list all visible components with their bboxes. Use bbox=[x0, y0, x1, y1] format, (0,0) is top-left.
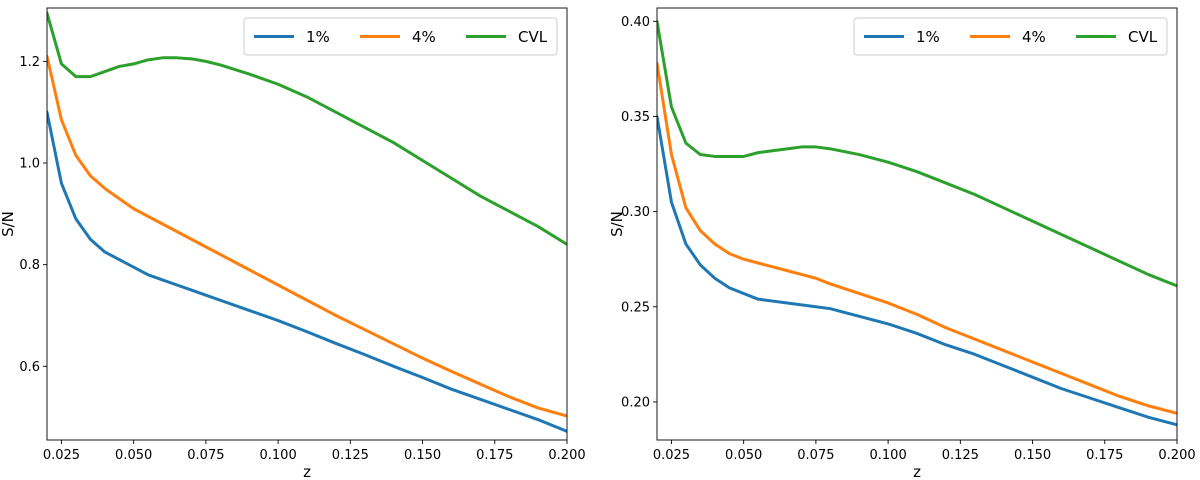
y-tick-label: 0.6 bbox=[19, 360, 40, 375]
x-tick-label: 0.050 bbox=[725, 448, 762, 463]
plot-area bbox=[47, 11, 567, 433]
x-axis-label: z bbox=[303, 463, 311, 480]
legend: 1% 4% CVL bbox=[243, 17, 558, 56]
legend-box bbox=[243, 17, 558, 56]
series-line-4pct bbox=[657, 61, 1177, 415]
x-tick-label: 0.100 bbox=[260, 448, 297, 463]
x-tick-label: 0.200 bbox=[1158, 448, 1195, 463]
legend-label: CVL bbox=[518, 28, 548, 46]
x-tick-label: 0.175 bbox=[476, 448, 513, 463]
legend-box bbox=[853, 17, 1168, 56]
y-tick-label: 0.40 bbox=[621, 15, 650, 30]
legend-label: 4% bbox=[412, 28, 436, 46]
y-tick-label: 1.2 bbox=[19, 55, 40, 70]
y-axis-label: S/N bbox=[0, 211, 17, 237]
series-line-cvl bbox=[47, 11, 567, 246]
y-tick-label: 0.25 bbox=[621, 300, 650, 315]
legend-label: 1% bbox=[916, 28, 940, 46]
x-tick-label: 0.025 bbox=[43, 448, 80, 463]
y-tick-label: 0.35 bbox=[621, 110, 650, 125]
y-tick-label: 0.20 bbox=[621, 395, 650, 410]
x-tick-label: 0.175 bbox=[1086, 448, 1123, 463]
x-axis-label: z bbox=[913, 463, 921, 480]
series-line-1pct bbox=[657, 114, 1177, 427]
axes-frame bbox=[656, 7, 1178, 441]
chart-panel-1: 0.025 0.050 0.075 0.100 0.125 0.150 0.175 0.200… bbox=[0, 7, 586, 480]
legend-label: 1% bbox=[306, 28, 330, 46]
y-tick-label: 0.8 bbox=[19, 258, 40, 273]
chart-panel-2: 0.025 0.050 0.075 0.100 0.125 0.150 0.175 0.200… bbox=[608, 7, 1196, 480]
y-tick-label: 0.30 bbox=[621, 205, 650, 220]
x-tick-label: 0.050 bbox=[115, 448, 152, 463]
legend-label: CVL bbox=[1128, 28, 1158, 46]
plot-area bbox=[657, 19, 1177, 427]
x-tick-label: 0.125 bbox=[332, 448, 369, 463]
axes-frame bbox=[46, 7, 568, 441]
x-tick-label: 0.150 bbox=[404, 448, 441, 463]
y-tick-label: 1.0 bbox=[19, 157, 40, 172]
x-tick-label: 0.075 bbox=[187, 448, 224, 463]
x-tick-label: 0.150 bbox=[1014, 448, 1051, 463]
legend-label: 4% bbox=[1022, 28, 1046, 46]
series-line-4pct bbox=[47, 54, 567, 418]
series-line-cvl bbox=[657, 19, 1177, 288]
x-tick-label: 0.100 bbox=[870, 448, 907, 463]
x-tick-label: 0.075 bbox=[797, 448, 834, 463]
series-line-1pct bbox=[47, 110, 567, 433]
x-tick-label: 0.025 bbox=[653, 448, 690, 463]
y-axis-label: S/N bbox=[608, 211, 626, 237]
legend: 1% 4% CVL bbox=[853, 17, 1168, 56]
x-tick-label: 0.200 bbox=[548, 448, 585, 463]
x-tick-label: 0.125 bbox=[942, 448, 979, 463]
